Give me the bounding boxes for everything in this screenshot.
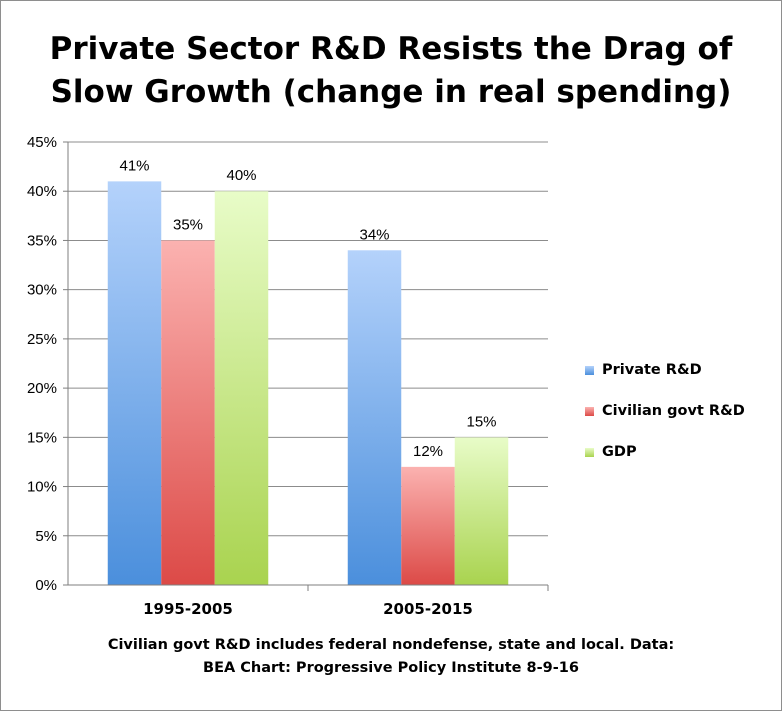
chart-title-line-1: Private Sector R&D Resists the Drag of <box>49 31 733 67</box>
x-tick-label: 1995-2005 <box>143 600 233 618</box>
y-tick-label: 5% <box>35 528 57 545</box>
y-tick-label: 40% <box>27 183 57 200</box>
bar-gdp <box>454 437 509 585</box>
legend-label-private: Private R&D <box>602 362 702 378</box>
y-tick-label: 25% <box>27 331 57 348</box>
chart-title-line-2: Slow Growth (change in real spending) <box>50 74 732 110</box>
bar-gdp <box>214 191 269 585</box>
bar-civilian <box>161 240 215 585</box>
y-tick-label: 20% <box>27 380 57 397</box>
y-tick-label: 30% <box>27 282 57 299</box>
axes <box>63 141 549 591</box>
legend-label-gdp: GDP <box>602 444 637 460</box>
y-tick-label: 10% <box>27 479 57 496</box>
bar-private <box>347 250 402 586</box>
footnote-line-2: BEA Chart: Progressive Policy Institute … <box>203 660 579 676</box>
chart-footnote: Civilian govt R&D includes federal nonde… <box>0 634 782 680</box>
legend-item-gdp: GDP <box>585 442 745 462</box>
legend: Private R&D Civilian govt R&D GDP <box>585 360 745 483</box>
chart-title: Private Sector R&D Resists the Drag of S… <box>0 28 782 114</box>
data-label-gdp: 15% <box>466 413 496 430</box>
bar-private <box>107 181 162 585</box>
legend-swatch-gdp <box>585 447 594 457</box>
bars <box>107 181 509 586</box>
labels: 0% 5% 10% 15% 20% 25% 30% 35% 40% 45% 41% 35% 40% 199… <box>27 134 497 618</box>
data-label-civilian: 12% <box>413 443 443 460</box>
bar-civilian <box>401 466 455 585</box>
data-label-private: 41% <box>119 157 149 174</box>
data-label-private: 34% <box>359 226 389 243</box>
y-tick-label: 35% <box>27 232 57 249</box>
y-tick-label: 15% <box>27 429 57 446</box>
y-tick-label: 0% <box>35 577 57 594</box>
footnote-line-1: Civilian govt R&D includes federal nonde… <box>107 637 675 653</box>
y-tick-label: 45% <box>27 134 57 151</box>
x-tick-label: 2005-2015 <box>383 600 473 618</box>
legend-swatch-civilian <box>585 406 594 416</box>
data-label-civilian: 35% <box>173 216 203 233</box>
legend-label-civilian: Civilian govt R&D <box>602 403 745 419</box>
data-label-gdp: 40% <box>226 167 256 184</box>
legend-item-private: Private R&D <box>585 360 745 380</box>
legend-swatch-private <box>585 365 594 375</box>
legend-item-civilian: Civilian govt R&D <box>585 401 745 421</box>
